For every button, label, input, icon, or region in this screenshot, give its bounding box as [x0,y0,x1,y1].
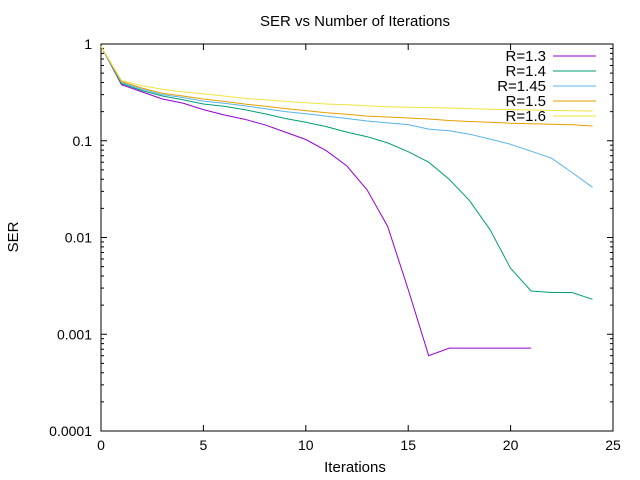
series-line-5 [100,45,593,112]
data-series [100,45,593,357]
x-tick-label: 20 [503,437,519,453]
legend-label-2: R=1.4 [506,63,546,80]
x-axis-ticks: 0 5 10 15 20 25 [97,44,621,453]
series-line-4 [100,45,593,127]
x-tick-label: 25 [605,437,621,453]
y-tick-label: 0.1 [73,133,93,149]
y-tick-label: 0.01 [65,230,92,246]
x-tick-label: 10 [298,437,314,453]
series-line-3 [100,45,593,188]
x-tick-label: 5 [200,437,208,453]
legend-label-3: R=1.45 [497,78,546,95]
legend-label-1: R=1.3 [506,48,546,65]
y-tick-label: 0.001 [57,326,92,342]
x-axis-label: Iterations [324,459,386,476]
y-axis-ticks: 0.0001 0.001 0.01 0.1 1 [49,36,613,439]
legend-label-5: R=1.6 [506,108,546,125]
series-line-1 [100,45,532,357]
x-tick-label: 15 [400,437,416,453]
x-tick-label: 0 [97,437,105,453]
y-axis-label: SER [5,221,22,252]
legend: R=1.3R=1.4R=1.45R=1.5R=1.6 [497,48,596,125]
y-tick-label: 0.0001 [49,423,92,439]
chart-title: SER vs Number of Iterations [260,13,450,30]
series-line-2 [100,45,593,300]
legend-label-4: R=1.5 [506,93,546,110]
y-tick-label: 1 [84,36,92,52]
